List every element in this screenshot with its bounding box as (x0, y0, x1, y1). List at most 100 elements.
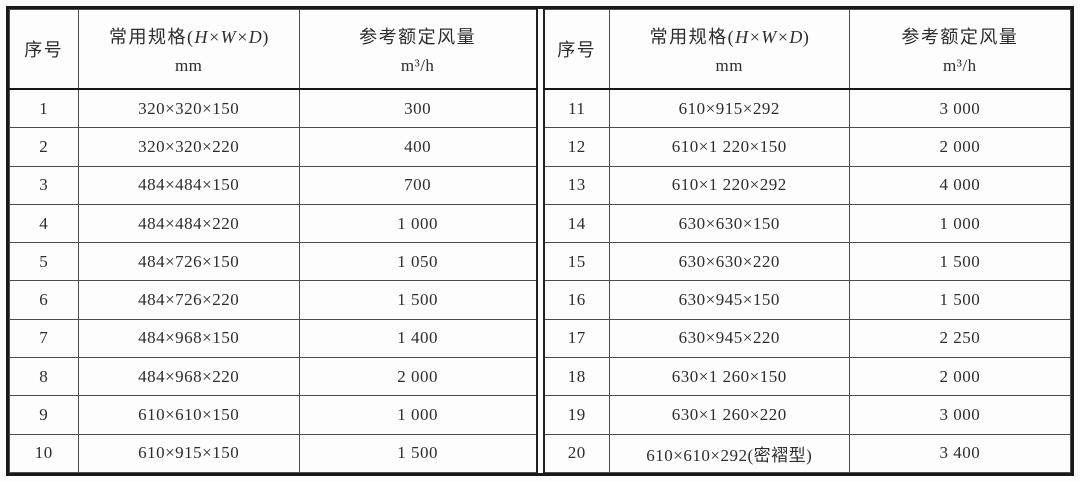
flow-cell: 700 (298, 165, 538, 205)
table-row: 6 484×726×220 1 500 (9, 280, 538, 320)
flow-cell: 300 (298, 88, 538, 129)
spec-cell: 630×630×150 (608, 203, 850, 244)
serial-cell: 1 (9, 88, 79, 129)
flow-cell: 1 500 (848, 242, 1072, 282)
serial-cell: 7 (9, 318, 79, 359)
spec-cell: 484×726×220 (77, 280, 300, 320)
header-airflow: 参考额定风量 m³/h (848, 9, 1072, 90)
flow-cell: 3 000 (848, 88, 1072, 129)
header-spec-label: 常用规格(H×W×D) (109, 26, 269, 47)
spec-table-left: 序号 常用规格(H×W×D) mm 参考额定风量 m³/h 1 320×320×1… (9, 9, 538, 474)
header-spec: 常用规格(H×W×D) mm (608, 9, 850, 90)
serial-cell: 17 (543, 318, 610, 359)
table-row: 16 630×945×150 1 500 (543, 280, 1072, 320)
table-row: 14 630×630×150 1 000 (543, 203, 1072, 244)
serial-cell: 15 (543, 242, 610, 282)
table-row: 2 320×320×220 400 (9, 127, 538, 167)
serial-cell: 9 (9, 395, 79, 435)
flow-cell: 1 500 (848, 280, 1072, 320)
header-spec-unit: mm (174, 55, 203, 75)
flow-cell: 1 500 (298, 280, 538, 320)
serial-cell: 4 (9, 203, 79, 244)
header-spec: 常用规格(H×W×D) mm (77, 9, 300, 90)
header-airflow-label: 参考额定风量 (359, 26, 477, 47)
table-row: 15 630×630×220 1 500 (543, 242, 1072, 282)
flow-cell: 1 000 (298, 395, 538, 435)
serial-cell: 5 (9, 242, 79, 282)
serial-cell: 10 (9, 433, 79, 474)
flow-cell: 2 000 (848, 357, 1072, 397)
spec-cell: 484×484×220 (77, 203, 300, 244)
flow-cell: 4 000 (848, 165, 1072, 205)
serial-cell: 18 (543, 357, 610, 397)
table-row: 3 484×484×150 700 (9, 165, 538, 205)
header-serial-number: 序号 (9, 9, 79, 90)
header-spec-unit: mm (715, 55, 743, 75)
flow-cell: 3 000 (848, 395, 1072, 435)
flow-cell: 2 250 (848, 318, 1072, 359)
serial-cell: 6 (9, 280, 79, 320)
spec-cell: 630×630×220 (608, 242, 850, 282)
serial-cell: 2 (9, 127, 79, 167)
flow-cell: 2 000 (848, 127, 1072, 167)
flow-cell: 1 400 (298, 318, 538, 359)
table-row: 18 630×1 260×150 2 000 (543, 357, 1072, 397)
flow-cell: 2 000 (298, 357, 538, 397)
spec-cell: 484×968×150 (77, 318, 300, 359)
flow-cell: 1 500 (298, 433, 538, 474)
table-row: 9 610×610×150 1 000 (9, 395, 538, 435)
spec-cell: 610×915×150 (77, 433, 300, 474)
table-row: 12 610×1 220×150 2 000 (543, 127, 1072, 167)
spec-cell: 610×610×292(密褶型) (608, 433, 850, 474)
table-row: 10 610×915×150 1 500 (9, 433, 538, 474)
serial-cell: 11 (543, 88, 610, 129)
table-row: 13 610×1 220×292 4 000 (543, 165, 1072, 205)
hwd-dimensions-label: H×W×D (194, 26, 263, 47)
table-row: 11 610×915×292 3 000 (543, 88, 1072, 129)
header-airflow-label: 参考额定风量 (901, 26, 1019, 47)
spec-cell: 484×968×220 (77, 357, 300, 397)
serial-cell: 8 (9, 357, 79, 397)
serial-cell: 13 (543, 165, 610, 205)
spec-cell: 610×1 220×292 (608, 165, 850, 205)
flow-cell: 1 050 (298, 242, 538, 282)
table-row: 20 610×610×292(密褶型) 3 400 (543, 433, 1072, 474)
table-row: 8 484×968×220 2 000 (9, 357, 538, 397)
table-row: 4 484×484×220 1 000 (9, 203, 538, 244)
flow-cell: 3 400 (848, 433, 1072, 474)
spec-table-outer-border: 序号 常用规格(H×W×D) mm 参考额定风量 m³/h 1 320×320×1… (6, 6, 1074, 476)
serial-cell: 16 (543, 280, 610, 320)
spec-cell: 610×610×150 (77, 395, 300, 435)
flow-cell: 1 000 (298, 203, 538, 244)
header-airflow: 参考额定风量 m³/h (298, 9, 538, 90)
spec-cell: 320×320×150 (77, 88, 300, 129)
hwd-dimensions-label: H×W×D (735, 26, 803, 47)
table-row: 19 630×1 260×220 3 000 (543, 395, 1072, 435)
spec-cell: 484×726×150 (77, 242, 300, 282)
spec-cell: 484×484×150 (77, 165, 300, 205)
serial-cell: 14 (543, 203, 610, 244)
table-row: 1 320×320×150 300 (9, 88, 538, 129)
header-row: 序号 常用规格(H×W×D) mm 参考额定风量 m³/h (543, 9, 1072, 90)
spec-table-right: 序号 常用规格(H×W×D) mm 参考额定风量 m³/h 11 610×915×… (542, 9, 1072, 474)
table-row: 7 484×968×150 1 400 (9, 318, 538, 359)
header-airflow-unit: m³/h (943, 55, 977, 75)
spec-cell: 630×1 260×150 (608, 357, 850, 397)
serial-cell: 19 (543, 395, 610, 435)
flow-cell: 1 000 (848, 203, 1072, 244)
serial-cell: 3 (9, 165, 79, 205)
serial-cell: 12 (543, 127, 610, 167)
header-spec-label: 常用规格(H×W×D) (649, 26, 809, 47)
spec-cell: 610×915×292 (608, 88, 850, 129)
table-row: 17 630×945×220 2 250 (543, 318, 1072, 359)
table-row: 5 484×726×150 1 050 (9, 242, 538, 282)
header-airflow-unit: m³/h (400, 55, 435, 75)
header-serial-number: 序号 (543, 9, 610, 90)
header-row: 序号 常用规格(H×W×D) mm 参考额定风量 m³/h (9, 9, 538, 90)
spec-cell: 630×1 260×220 (608, 395, 850, 435)
serial-cell: 20 (543, 433, 610, 474)
spec-cell: 630×945×150 (608, 280, 850, 320)
spec-cell: 320×320×220 (77, 127, 300, 167)
flow-cell: 400 (298, 127, 538, 167)
